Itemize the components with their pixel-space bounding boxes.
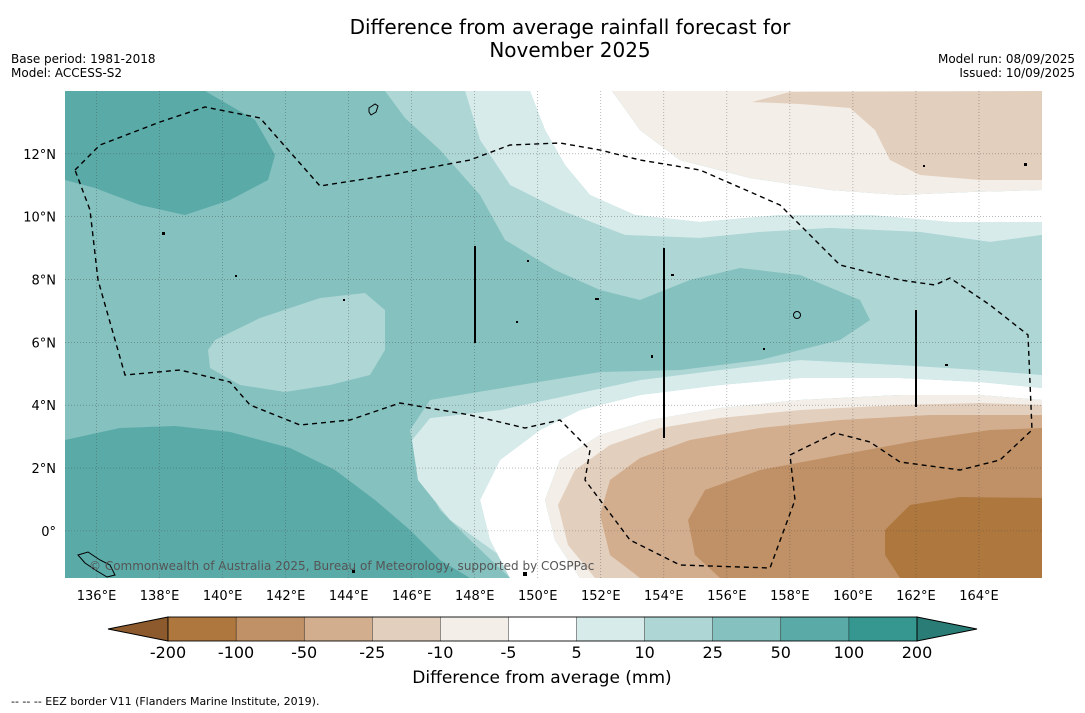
chart-title-line1: Difference from average rainfall forecas… [349,15,791,39]
colorbar-tick-label: -50 [291,643,318,662]
colorbar-bin [303,616,373,642]
colorbar-bin [644,616,714,642]
zone-neutral-south [480,378,1042,578]
zone-neutral-north [530,91,1042,222]
lat-label: 2°N [32,462,57,477]
colorbar-high-arrow [916,616,978,642]
colorbar-tick-label: 50 [770,643,791,662]
lat-label: 6°N [32,336,57,351]
lon-label: 138°E [140,589,180,604]
eez-footnote: -- -- -- EEZ border V11 (Flanders Marine… [11,695,320,708]
lon-label: 140°E [203,589,243,604]
colorbar-tick-label: -25 [359,643,386,662]
island-north [368,103,379,116]
lon-label: 136°E [77,589,117,604]
lon-label: 144°E [329,589,369,604]
latitude-labels: 12°N 10°N 8°N 6°N 4°N 2°N 0° [23,148,56,540]
colorbar-tick-label: -10 [427,643,454,662]
colorbar-tick-label: 100 [833,643,865,662]
model-name: Model: ACCESS-S2 [11,66,123,80]
lat-label: 4°N [32,399,57,414]
colorbar-bin [780,616,850,642]
base-period: Base period: 1981-2018 [11,52,156,66]
colorbar-bin [440,616,510,642]
lon-label: 160°E [833,589,873,604]
colorbar-bin [167,616,237,642]
island-east [793,311,801,319]
lon-label: 152°E [581,589,621,604]
rainfall-map: © Commonwealth of Australia 2025, Bureau… [23,91,1042,604]
colorbar-tick-label: -100 [217,643,255,662]
colorbar-tick-label: 5 [571,643,582,662]
lon-label: 142°E [266,589,306,604]
colorbar-title: Difference from average (mm) [412,668,672,688]
zone-wet-100-south [65,426,470,578]
eez-border [74,106,1033,569]
lon-label: 150°E [518,589,558,604]
zone-wet-25-band [385,91,1042,578]
lon-label: 158°E [770,589,810,604]
lon-label: 156°E [707,589,747,604]
colorbar-bin [508,616,578,642]
issued-date: Issued: 10/09/2025 [959,66,1075,80]
lon-label: 148°E [455,589,495,604]
colorbar-tick-label: -200 [149,643,187,662]
lat-label: 12°N [23,148,56,163]
colorbar-bin [576,616,646,642]
lat-label: 10°N [23,211,56,226]
longitude-labels: 136°E 138°E 140°E 142°E 144°E 146°E 148°E 150°E… [77,589,999,604]
zone-wet-10 [412,91,1042,578]
colorbar [107,616,978,642]
model-run: Model run: 08/09/2025 [937,52,1075,66]
colorbar-tick-label: 200 [901,643,933,662]
lat-label: 0° [41,525,56,540]
zone-dry-25-north [752,91,1042,180]
lat-label: 8°N [32,274,57,289]
lon-label: 164°E [959,589,999,604]
colorbar-bin [372,616,442,642]
colorbar-low-arrow [107,616,169,642]
lon-label: 146°E [392,589,432,604]
lon-label: 162°E [896,589,936,604]
zone-dry-200 [885,497,1042,578]
colorbar-bin [848,616,918,642]
colorbar-tick-label: 25 [702,643,723,662]
colorbar-bin [235,616,305,642]
graticule [65,91,1042,578]
chart-title-line2: November 2025 [489,38,651,62]
colorbar-bin [712,616,782,642]
colorbar-tick-label: 10 [634,643,655,662]
copyright-notice: © Commonwealth of Australia 2025, Bureau… [89,559,594,573]
colorbar-tick-label: -5 [500,643,517,662]
lon-label: 154°E [644,589,684,604]
island-sw [77,551,116,578]
